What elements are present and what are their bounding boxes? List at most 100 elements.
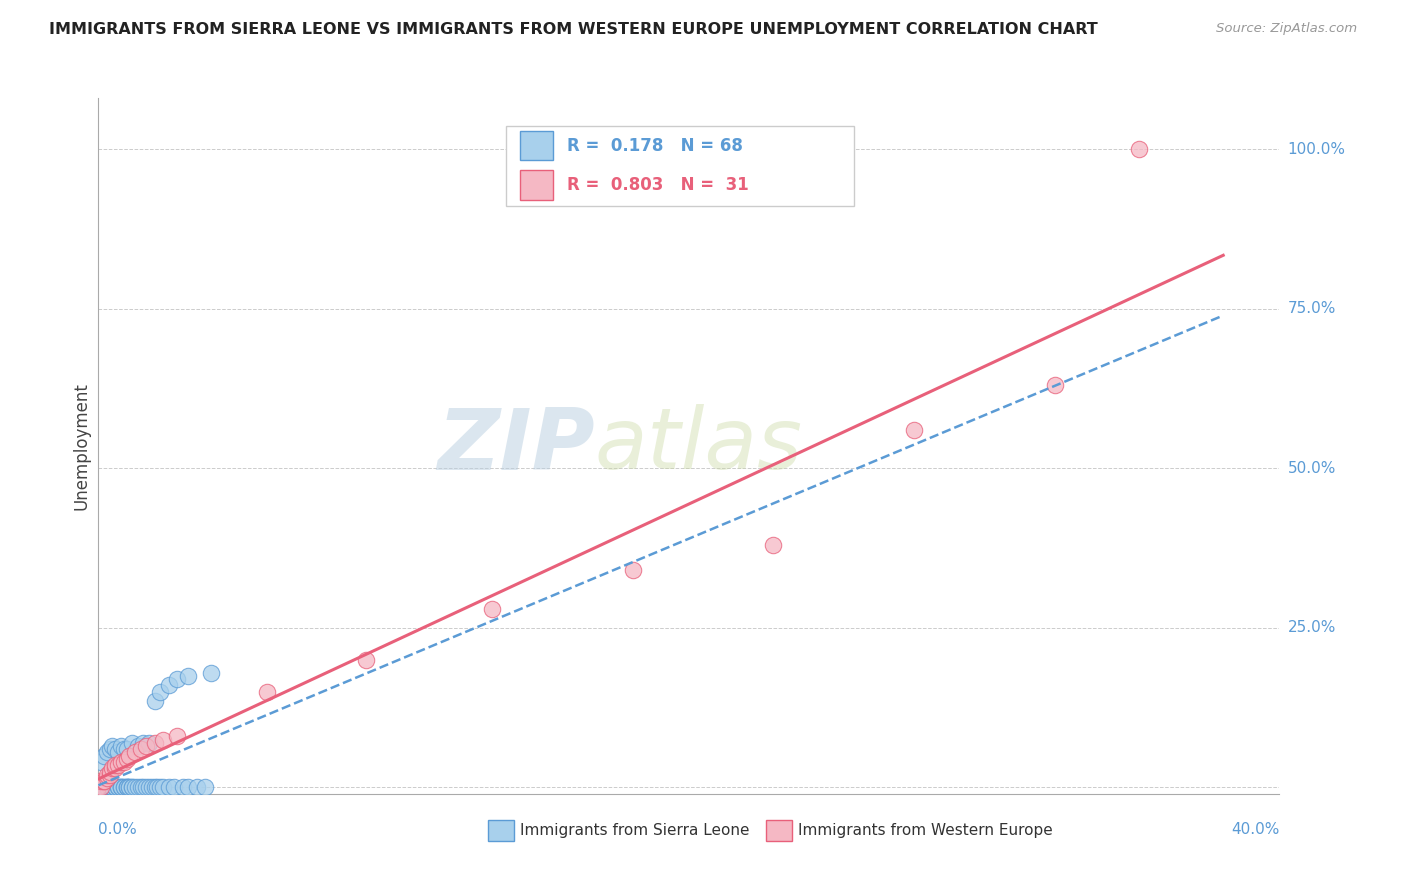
Y-axis label: Unemployment: Unemployment: [72, 382, 90, 510]
Text: IMMIGRANTS FROM SIERRA LEONE VS IMMIGRANTS FROM WESTERN EUROPE UNEMPLOYMENT CORR: IMMIGRANTS FROM SIERRA LEONE VS IMMIGRAN…: [49, 22, 1098, 37]
FancyBboxPatch shape: [766, 821, 792, 841]
Point: [124, 745, 146, 759]
Text: ZIP: ZIP: [437, 404, 595, 488]
Point: [115, 752, 138, 766]
Point: [166, 672, 188, 686]
Text: 100.0%: 100.0%: [1288, 142, 1346, 157]
Text: Source: ZipAtlas.com: Source: ZipAtlas.com: [1216, 22, 1357, 36]
Point: [107, 780, 129, 795]
Point: [107, 780, 129, 795]
Point: [138, 780, 160, 795]
Point: [96, 768, 118, 782]
Point: [177, 780, 200, 795]
Point: [104, 780, 127, 795]
FancyBboxPatch shape: [506, 126, 855, 206]
Text: 25.0%: 25.0%: [1288, 621, 1336, 635]
Point: [121, 780, 143, 795]
Point: [112, 742, 135, 756]
Point: [157, 678, 180, 692]
Point: [112, 755, 135, 769]
Point: [194, 780, 217, 795]
Point: [98, 742, 121, 756]
Point: [115, 780, 138, 795]
Point: [138, 736, 160, 750]
Point: [104, 780, 127, 795]
Point: [101, 780, 124, 795]
Text: 40.0%: 40.0%: [1232, 822, 1279, 837]
Point: [98, 780, 121, 795]
Point: [621, 564, 644, 578]
Point: [93, 774, 115, 789]
Point: [186, 780, 208, 795]
Point: [98, 764, 121, 779]
Point: [118, 780, 141, 795]
Point: [143, 736, 166, 750]
Point: [104, 758, 127, 772]
Point: [354, 653, 377, 667]
Point: [172, 780, 194, 795]
Point: [118, 780, 141, 795]
Point: [110, 780, 132, 795]
Point: [1128, 142, 1150, 156]
Point: [135, 780, 157, 795]
Point: [115, 780, 138, 795]
Point: [101, 739, 124, 753]
Text: Immigrants from Sierra Leone: Immigrants from Sierra Leone: [520, 823, 749, 838]
Point: [101, 761, 124, 775]
Point: [110, 755, 132, 769]
Point: [143, 780, 166, 795]
Point: [93, 780, 115, 795]
Point: [132, 780, 155, 795]
Point: [149, 780, 172, 795]
Point: [90, 755, 112, 769]
Point: [124, 780, 146, 795]
Point: [115, 780, 138, 795]
Point: [96, 780, 118, 795]
Text: 50.0%: 50.0%: [1288, 461, 1336, 475]
Text: atlas: atlas: [595, 404, 803, 488]
Point: [101, 780, 124, 795]
Point: [143, 694, 166, 708]
Point: [90, 780, 112, 795]
Point: [96, 745, 118, 759]
Point: [146, 780, 169, 795]
Point: [152, 780, 174, 795]
Point: [200, 665, 222, 680]
Text: R =  0.178   N = 68: R = 0.178 N = 68: [567, 136, 744, 154]
Point: [96, 771, 118, 785]
Point: [96, 780, 118, 795]
Point: [93, 774, 115, 789]
Point: [93, 780, 115, 795]
Point: [256, 685, 278, 699]
Point: [121, 736, 143, 750]
Point: [129, 742, 152, 756]
Point: [112, 780, 135, 795]
Text: Immigrants from Western Europe: Immigrants from Western Europe: [797, 823, 1052, 838]
Point: [87, 780, 110, 795]
Point: [152, 732, 174, 747]
Point: [177, 669, 200, 683]
Point: [110, 780, 132, 795]
Point: [104, 742, 127, 756]
Point: [762, 538, 785, 552]
Point: [93, 748, 115, 763]
Point: [481, 601, 503, 615]
Point: [90, 780, 112, 795]
Point: [132, 736, 155, 750]
Text: 75.0%: 75.0%: [1288, 301, 1336, 317]
FancyBboxPatch shape: [520, 131, 553, 161]
Point: [98, 768, 121, 782]
Point: [98, 780, 121, 795]
Point: [107, 745, 129, 759]
Point: [90, 780, 112, 795]
Point: [163, 780, 186, 795]
Point: [129, 780, 152, 795]
Point: [903, 423, 925, 437]
FancyBboxPatch shape: [488, 821, 515, 841]
Point: [141, 780, 163, 795]
Point: [101, 780, 124, 795]
Point: [1043, 378, 1066, 392]
Point: [96, 780, 118, 795]
Point: [149, 685, 172, 699]
Point: [110, 780, 132, 795]
